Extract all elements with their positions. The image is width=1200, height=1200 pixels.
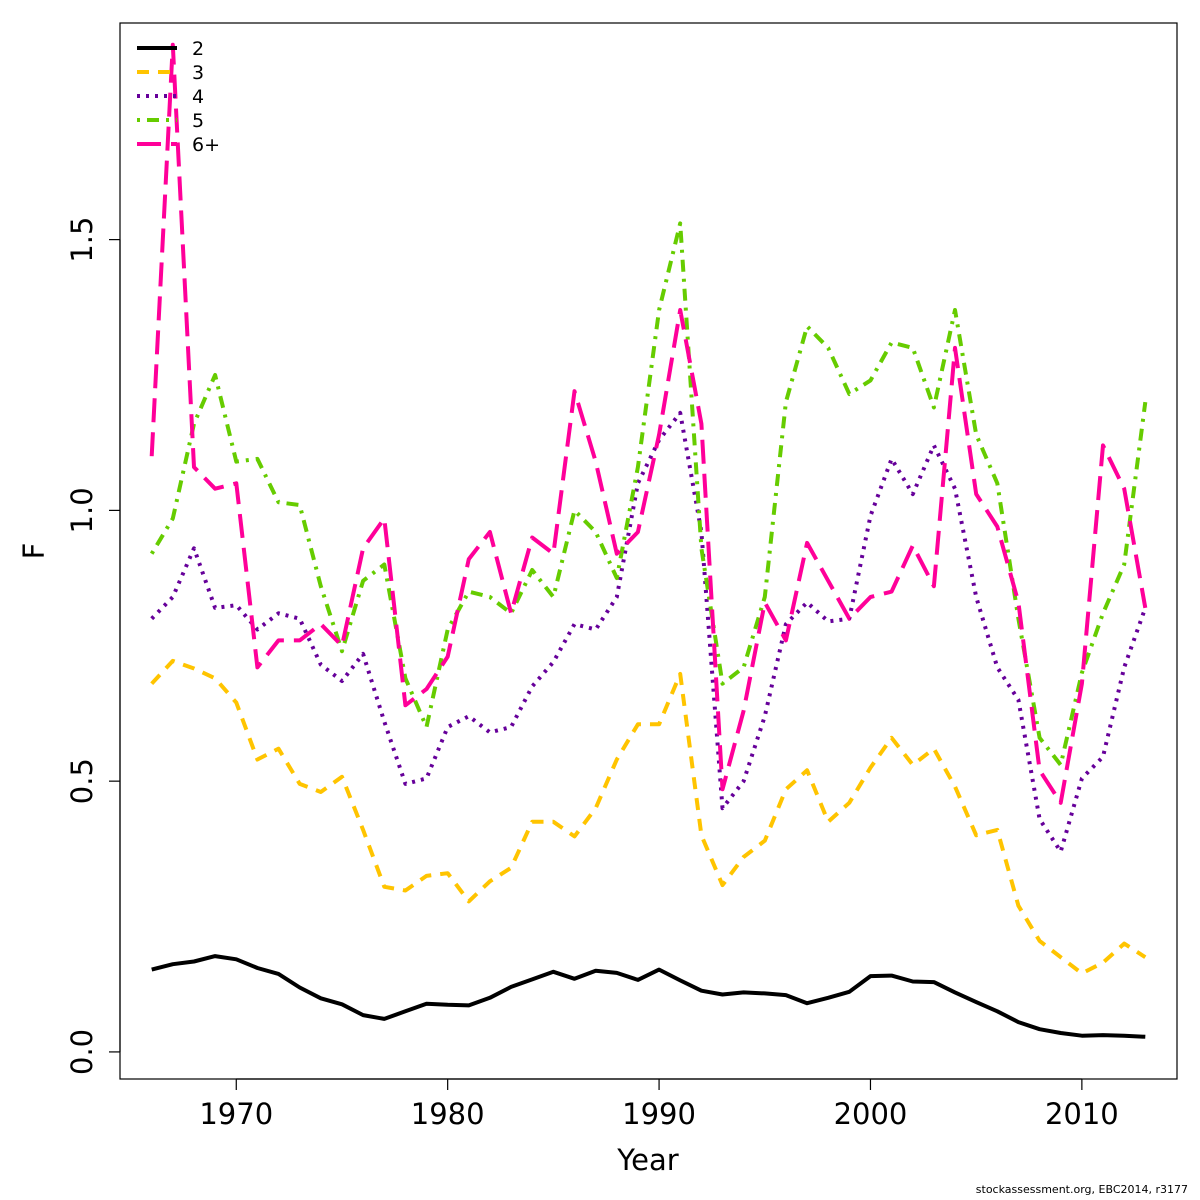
series-line-3	[150, 658, 1147, 976]
x-tick-label: 1980	[411, 1097, 485, 1131]
y-tick-label: 0.0	[65, 1029, 99, 1075]
x-axis-label: Year	[616, 1143, 678, 1177]
series-lines	[149, 42, 1148, 1039]
footer-credit: stockassessment.org, EBC2014, r3177	[975, 1183, 1188, 1196]
y-tick-label: 1.5	[65, 217, 99, 263]
series-line-5	[149, 221, 1148, 767]
y-axis-label: F	[17, 543, 51, 560]
legend-label: 4	[192, 86, 204, 108]
legend-label: 2	[192, 38, 204, 60]
x-axis: 1970 1980 1990 2000 2010	[199, 1078, 1119, 1131]
series-line-4	[150, 410, 1148, 854]
plot-frame	[119, 22, 1178, 1080]
legend-label: 5	[192, 110, 204, 132]
y-tick-label: 0.5	[65, 758, 99, 804]
y-axis: 0.0 0.5 1.0 1.5	[65, 217, 121, 1075]
x-tick-label: 1970	[199, 1097, 273, 1131]
x-tick-label: 2000	[834, 1097, 908, 1131]
series-line-6plus	[149, 42, 1148, 805]
legend-label: 6+	[192, 134, 220, 156]
series-line-2	[151, 954, 1146, 1039]
x-tick-label: 1990	[622, 1097, 696, 1131]
legend-label: 3	[192, 62, 204, 84]
y-tick-label: 1.0	[65, 487, 99, 533]
x-tick-label: 2010	[1045, 1097, 1119, 1131]
